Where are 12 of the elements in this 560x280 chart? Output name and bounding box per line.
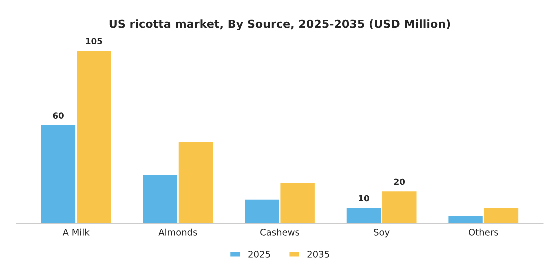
x-tick-label: Soy xyxy=(374,229,390,238)
chart-title: US ricotta market, By Source, 2025-2035 (USD Million) xyxy=(110,20,450,30)
data-label: 105 xyxy=(86,38,102,45)
x-tick-label: Cashews xyxy=(260,228,300,236)
legend-label: 2025 xyxy=(248,251,270,258)
data-label: 60 xyxy=(53,112,64,119)
x-tick-label: Almonds xyxy=(158,228,198,236)
x-tick-label: Others xyxy=(468,228,498,236)
legend-label: 2035 xyxy=(308,251,330,258)
x-tick-label: A Milk xyxy=(62,228,90,236)
data-label: 20 xyxy=(394,178,406,186)
data-label: 10 xyxy=(359,195,370,202)
